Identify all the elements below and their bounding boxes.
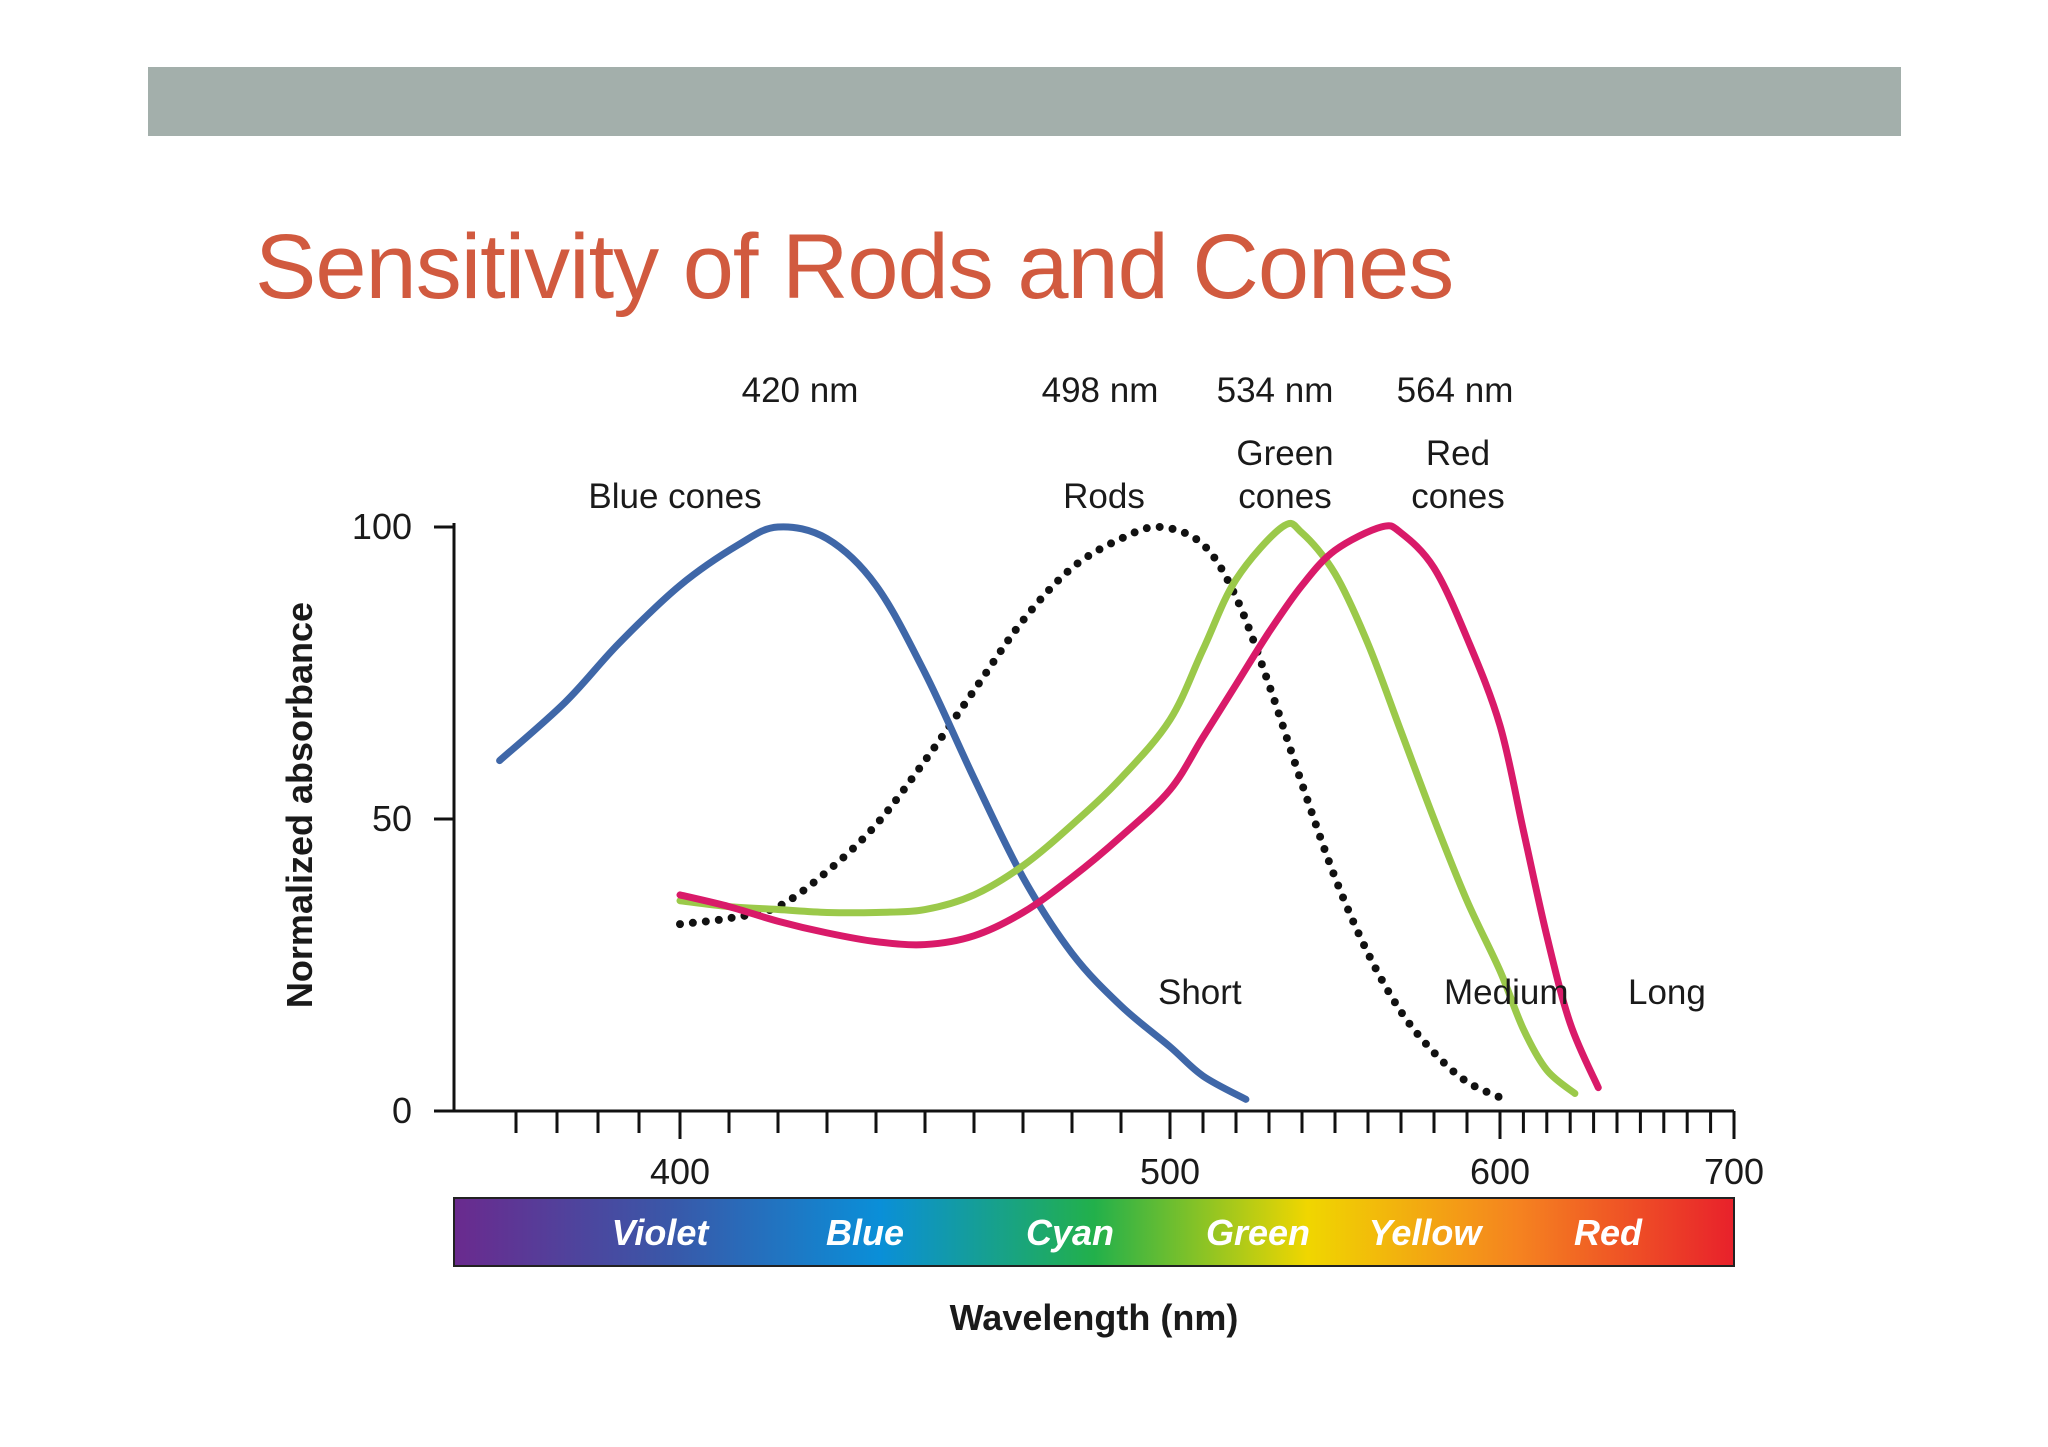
x-axis-title: Wavelength (nm) <box>950 1297 1239 1338</box>
curve-label: Red <box>1426 434 1490 473</box>
top-banner <box>148 67 1901 136</box>
peak-label: 498 nm <box>1042 371 1159 410</box>
band-label: Medium <box>1444 973 1568 1012</box>
spectrum-bar: Violet Blue Cyan Green Yellow Red <box>453 1197 1735 1267</box>
spectrum-label: Green <box>1206 1212 1310 1253</box>
peak-label: 564 nm <box>1397 371 1514 410</box>
curve-label: Green <box>1236 434 1333 473</box>
spectrum-label: Yellow <box>1369 1212 1484 1253</box>
spectrum-label: Blue <box>826 1212 904 1253</box>
peak-label: 534 nm <box>1217 371 1334 410</box>
y-tick-label: 0 <box>392 1090 412 1131</box>
y-axis-title: Normalized absorbance <box>279 602 320 1008</box>
spectrum-label: Violet <box>612 1212 711 1253</box>
y-tick-label: 100 <box>352 506 412 547</box>
rods-curve <box>676 522 1509 1104</box>
x-tick-label: 600 <box>1470 1151 1530 1192</box>
x-tick-label: 500 <box>1140 1151 1200 1192</box>
red-cones-curve <box>676 522 1602 1092</box>
curve-label: cones <box>1238 477 1331 516</box>
series-layer <box>496 519 1602 1104</box>
spectrum-label: Red <box>1574 1212 1643 1253</box>
labels-layer: 420 nm 498 nm 534 nm 564 nm Blue cones Rods Gr… <box>279 371 1706 1338</box>
y-tick-label: 50 <box>372 798 412 839</box>
peak-label: 420 nm <box>742 371 859 410</box>
x-tick-label: 700 <box>1704 1151 1764 1192</box>
band-label: Long <box>1628 973 1706 1012</box>
spectrum-label: Cyan <box>1026 1212 1114 1253</box>
green-cones-curve <box>676 519 1579 1097</box>
axes: 0 50 100 400 500 600 700 <box>352 506 1764 1192</box>
curve-label: Blue cones <box>588 477 761 516</box>
spectrum-gradient <box>453 1197 1735 1267</box>
curve-label: Rods <box>1063 477 1145 516</box>
x-tick-label: 400 <box>650 1151 710 1192</box>
blue-cones-curve <box>496 523 1250 1103</box>
band-label: Short <box>1158 973 1242 1012</box>
curve-label: cones <box>1411 477 1504 516</box>
slide-title: Sensitivity of Rods and Cones <box>255 216 1454 318</box>
